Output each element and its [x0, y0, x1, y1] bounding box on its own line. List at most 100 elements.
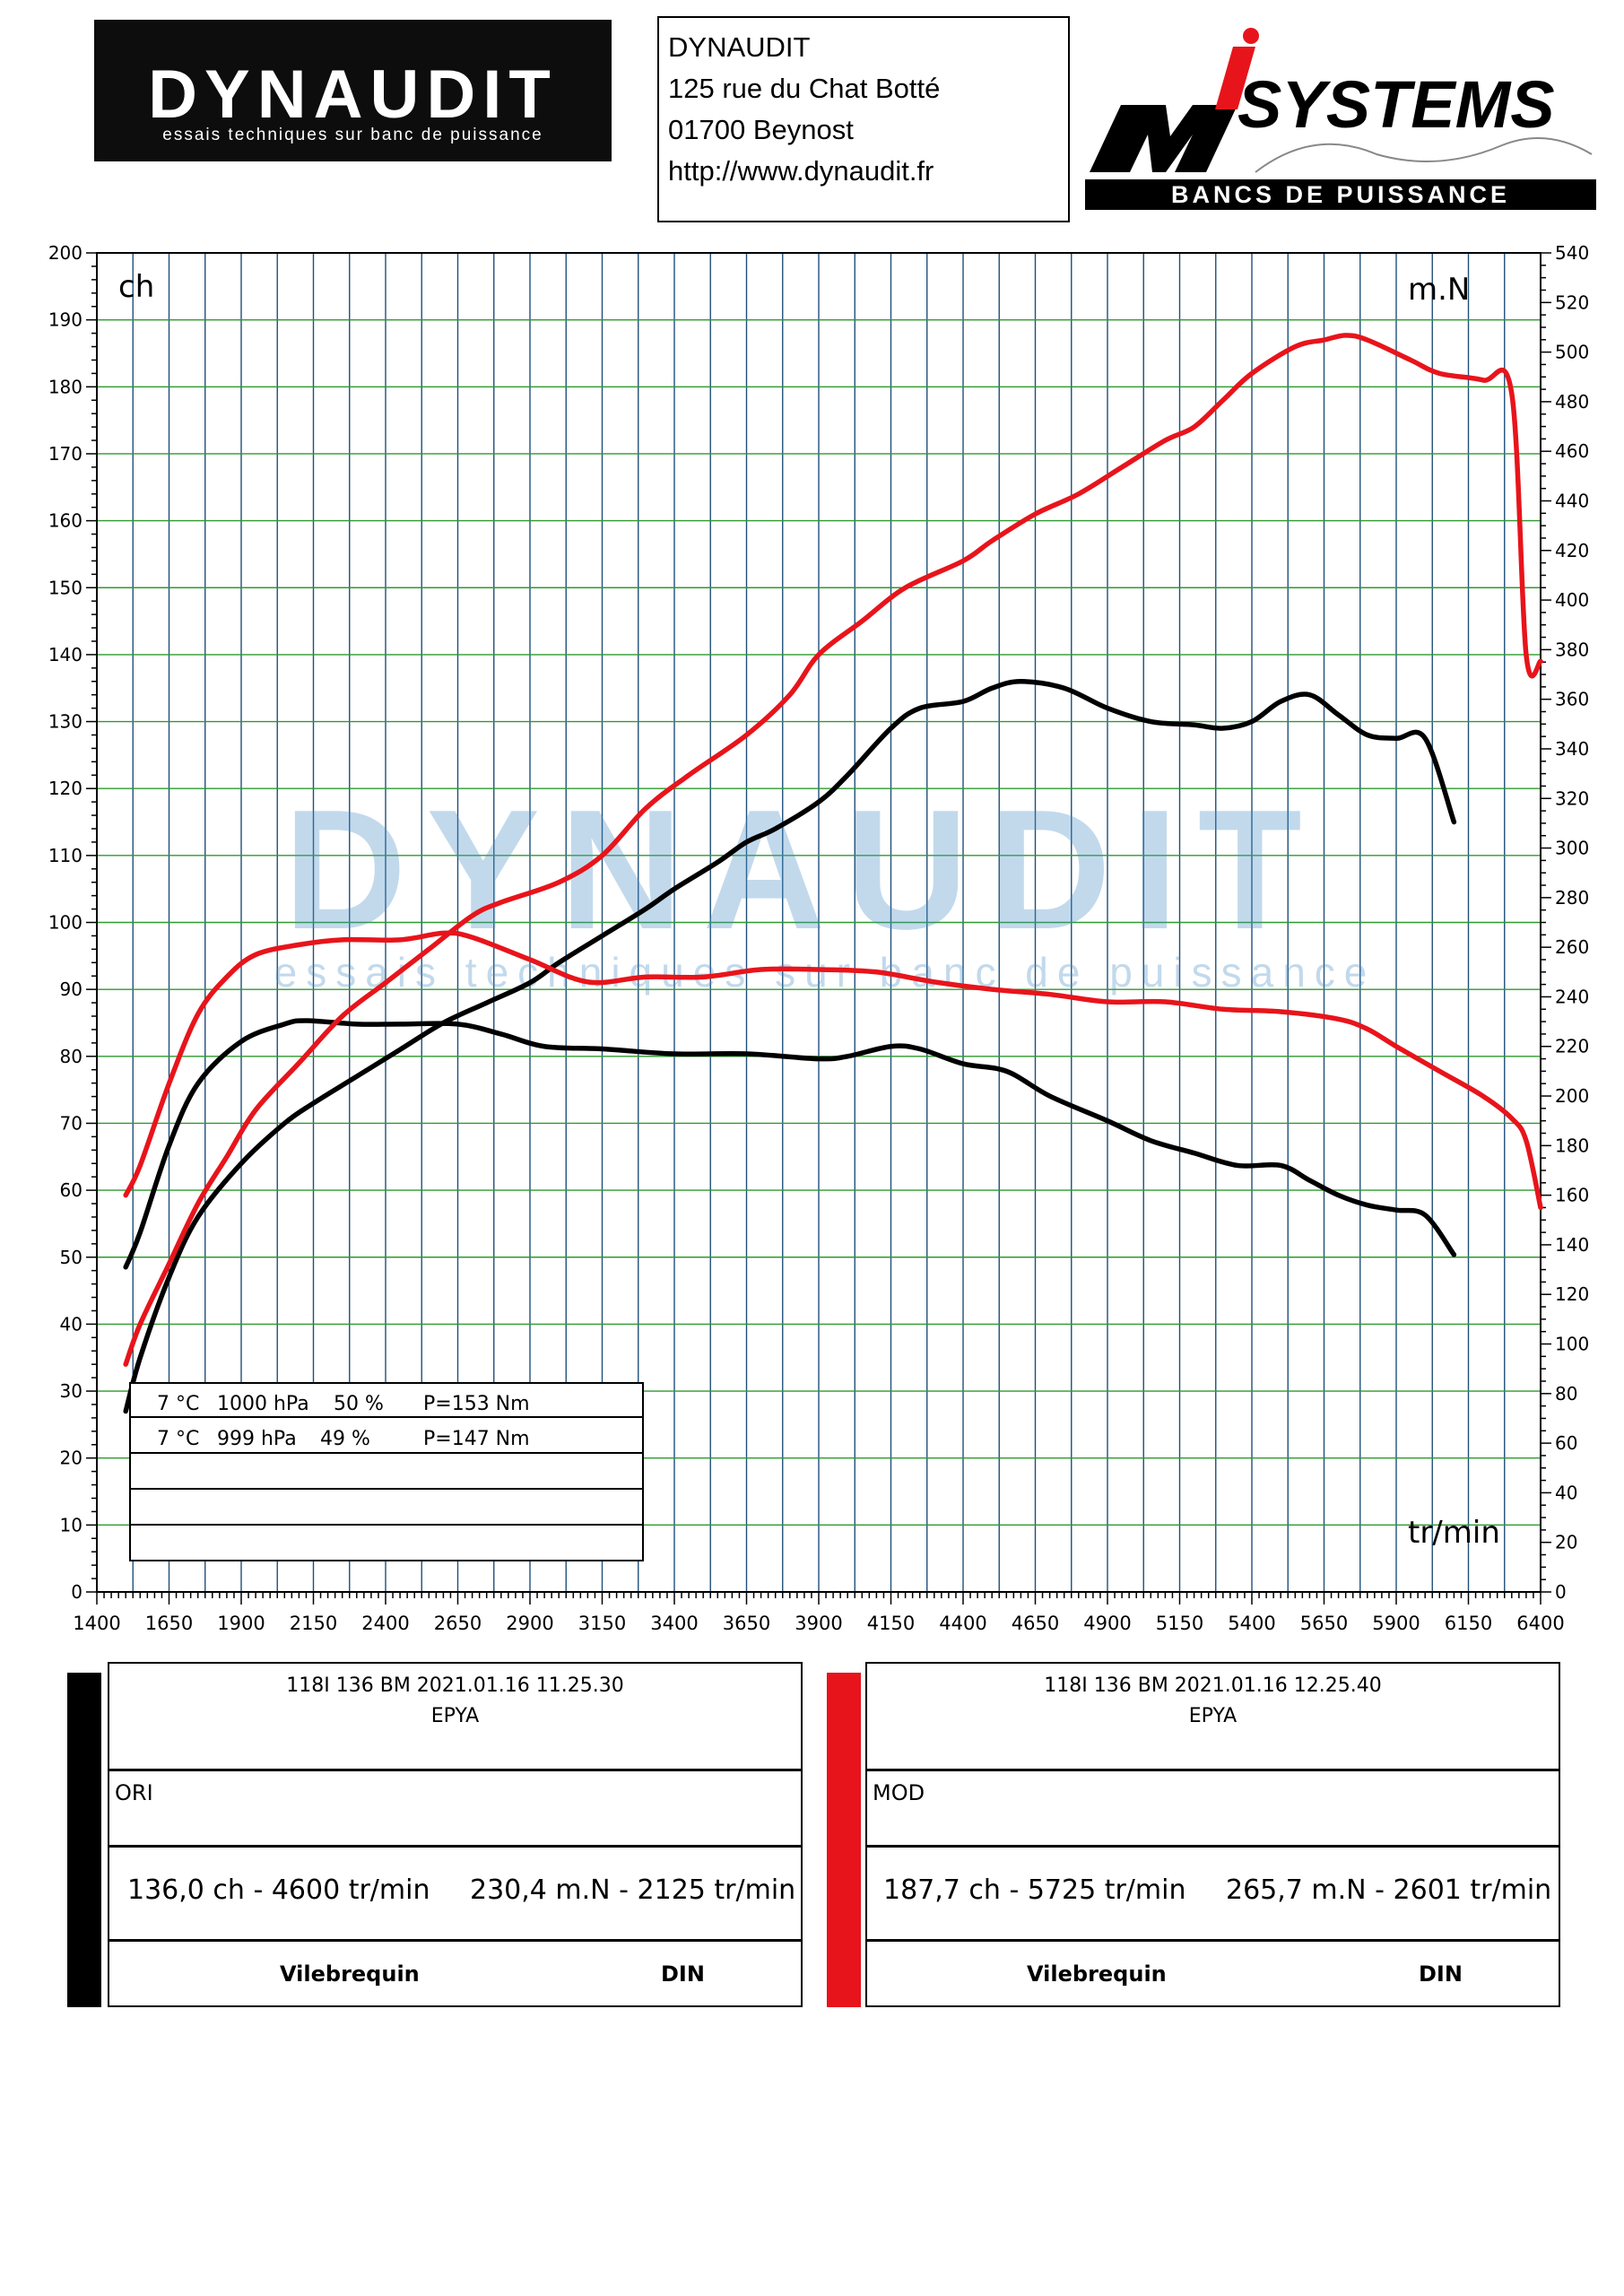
- mod-power-peak: 187,7 ch - 5725 tr/min: [883, 1874, 1186, 1906]
- y-left-tick-label: 160: [48, 510, 83, 532]
- ori-panel-label: ORI: [109, 1771, 801, 1848]
- y-left-tick-label: 110: [48, 845, 83, 866]
- ori-panel-header: 118I 136 BM 2021.01.16 11.25.30 EPYA: [109, 1664, 801, 1771]
- conditions-box: [129, 1382, 644, 1561]
- logo-wave-icon: [1255, 137, 1593, 173]
- y-left-tick-label: 80: [60, 1046, 83, 1067]
- y-right-tick-label: 380: [1555, 639, 1589, 660]
- y-right-tick-label: 160: [1555, 1185, 1589, 1206]
- address-website: http://www.dynaudit.fr: [668, 155, 934, 187]
- mod-panel-header: 118I 136 BM 2021.01.16 12.25.40 EPYA: [867, 1664, 1559, 1771]
- y-left-tick-label: 40: [60, 1313, 83, 1335]
- y-right-tick-label: 460: [1555, 440, 1589, 462]
- y-right-tick-label: 480: [1555, 391, 1589, 413]
- y-left-unit-label: ch: [118, 269, 154, 305]
- y-right-tick-label: 200: [1555, 1085, 1589, 1107]
- y-left-tick-label: 30: [60, 1380, 83, 1402]
- mod-power-curve: [123, 333, 1543, 1367]
- y-left-tick-label: 170: [48, 443, 83, 465]
- y-right-tick-label: 360: [1555, 689, 1589, 710]
- ori-torque-peak: 230,4 m.N - 2125 tr/min: [470, 1874, 796, 1906]
- ori-torque-curve: [123, 1018, 1457, 1270]
- cond-row2-humidity: 49 %: [320, 1428, 370, 1450]
- watermark-tagline: essais techniques sur banc de puissance: [274, 949, 1376, 996]
- mod-torque-curve: [123, 930, 1543, 1211]
- y-right-unit-label: m.N: [1408, 272, 1470, 308]
- cond-row1-loss: P=153 Nm: [423, 1393, 530, 1415]
- ori-panel-peaks: 136,0 ch - 4600 tr/min 230,4 m.N - 2125 …: [109, 1848, 801, 1942]
- cond-row1-humidity: 50 %: [334, 1393, 384, 1415]
- cond-row2-temp: 7 °C: [157, 1428, 199, 1450]
- ori-panel-title: 118I 136 BM 2021.01.16 11.25.30: [286, 1674, 624, 1697]
- ori-color-swatch: [67, 1673, 101, 2007]
- x-tick-label: 4900: [1083, 1613, 1131, 1634]
- address-company: DYNAUDIT: [668, 31, 811, 63]
- logo-right-tagline: BANCS DE PUISSANCE: [1171, 181, 1510, 208]
- x-tick-label: 5400: [1228, 1613, 1275, 1634]
- x-tick-label: 1400: [73, 1613, 120, 1634]
- ori-panel-code: EPYA: [430, 1705, 480, 1727]
- y-right-tick-label: 420: [1555, 540, 1589, 561]
- mod-result-panel: 118I 136 BM 2021.01.16 12.25.40 EPYA MOD…: [865, 1662, 1560, 2007]
- x-tick-label: 5900: [1372, 1613, 1420, 1634]
- ori-power-curve: [123, 679, 1457, 1414]
- y-right-tick-label: 520: [1555, 291, 1589, 313]
- ori-result-panel: 118I 136 BM 2021.01.16 11.25.30 EPYA ORI…: [108, 1662, 803, 2007]
- x-tick-label: 3150: [578, 1613, 626, 1634]
- y-right-tick-label: 300: [1555, 838, 1589, 859]
- y-right-tick-label: 280: [1555, 887, 1589, 909]
- y-right-tick-label: 100: [1555, 1334, 1589, 1355]
- address-city: 01700 Beynost: [668, 114, 854, 145]
- watermark-text: DYNAUDIT: [283, 775, 1322, 965]
- x-tick-label: 2400: [361, 1613, 409, 1634]
- y-right-tick-label: 500: [1555, 342, 1589, 363]
- x-tick-label: 2650: [434, 1613, 482, 1634]
- x-tick-label: 3400: [650, 1613, 698, 1634]
- y-right-tick-label: 180: [1555, 1135, 1589, 1156]
- y-left-tick-label: 60: [60, 1179, 83, 1201]
- y-left-tick-label: 130: [48, 711, 83, 733]
- chart-axes: 0 10 20 30 40 50 60 70 80 90 100 110 120 130 140 150 160…: [48, 242, 1589, 1634]
- mod-measure-ref: Vilebrequin: [1027, 1961, 1167, 1987]
- y-left-tick-label: 20: [60, 1448, 83, 1469]
- mod-torque-peak: 265,7 m.N - 2601 tr/min: [1226, 1874, 1552, 1906]
- mi-systems-logo: SYSTEMS BANCS DE PUISSANCE: [1085, 28, 1596, 210]
- cond-row2-pressure: 999 hPa: [217, 1428, 297, 1450]
- x-tick-label: 1900: [217, 1613, 265, 1634]
- y-right-tick-label: 320: [1555, 787, 1589, 809]
- y-right-tick-label: 340: [1555, 738, 1589, 760]
- x-tick-label: 3900: [795, 1613, 842, 1634]
- x-unit-label: tr/min: [1408, 1515, 1500, 1551]
- y-left-tick-label: 0: [71, 1581, 83, 1603]
- dyno-chart: DYNAUDIT essais techniques sur banc de p…: [48, 242, 1589, 1634]
- cond-row2-loss: P=147 Nm: [423, 1428, 530, 1450]
- x-tick-label: 2150: [290, 1613, 337, 1634]
- mod-panel-code: EPYA: [1188, 1705, 1238, 1727]
- y-right-tick-label: 80: [1555, 1383, 1577, 1405]
- x-tick-label: 2900: [506, 1613, 553, 1634]
- y-left-tick-label: 140: [48, 644, 83, 665]
- mod-panel-peaks: 187,7 ch - 5725 tr/min 265,7 m.N - 2601 …: [867, 1848, 1559, 1942]
- y-left-tick-label: 200: [48, 242, 83, 264]
- y-right-tick-label: 240: [1555, 986, 1589, 1007]
- x-tick-label: 6150: [1445, 1613, 1492, 1634]
- watermark: DYNAUDIT essais techniques sur banc de p…: [274, 775, 1376, 996]
- logo-tagline-bar: [1085, 179, 1596, 210]
- y-right-tick-label: 400: [1555, 589, 1589, 611]
- x-tick-label: 5650: [1300, 1613, 1348, 1634]
- y-left-tick-label: 150: [48, 577, 83, 598]
- y-right-tick-label: 60: [1555, 1432, 1577, 1454]
- ori-measure-ref: Vilebrequin: [280, 1961, 420, 1987]
- logo-systems-text: SYSTEMS: [1238, 67, 1555, 142]
- y-left-tick-label: 190: [48, 309, 83, 331]
- address-box: DYNAUDIT 125 rue du Chat Botté 01700 Bey…: [657, 16, 1070, 222]
- x-tick-label: 6400: [1516, 1613, 1564, 1634]
- x-tick-label: 5150: [1156, 1613, 1203, 1634]
- mod-color-swatch: [827, 1673, 861, 2007]
- mod-panel-title: 118I 136 BM 2021.01.16 12.25.40: [1044, 1674, 1382, 1697]
- x-tick-label: 4650: [1012, 1613, 1059, 1634]
- logo-brand-text: DYNAUDIT: [148, 57, 558, 133]
- y-right-tick-label: 120: [1555, 1283, 1589, 1305]
- x-tick-label: 4150: [867, 1613, 915, 1634]
- logo-i-shape: [1215, 47, 1255, 109]
